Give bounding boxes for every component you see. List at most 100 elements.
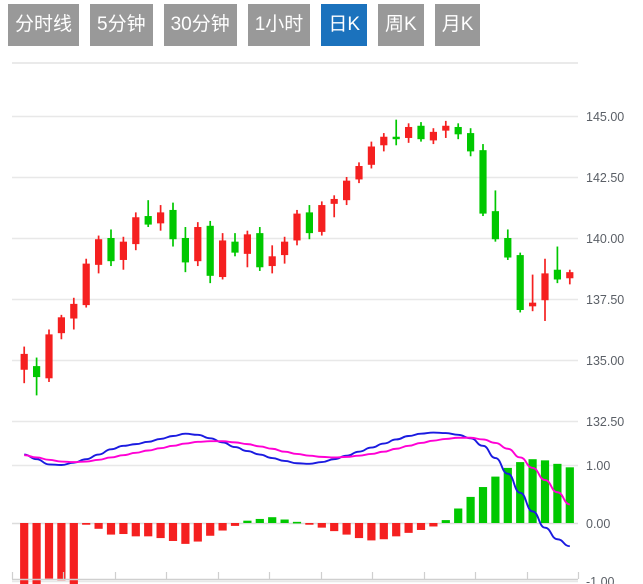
candle-body [231,241,239,253]
price-axis-label: 137.50 [586,293,624,307]
macd-hist-bar [230,523,240,526]
macd-hist-bar [305,523,314,525]
tabbar-gap [310,25,321,26]
candle-body [529,302,537,307]
price-axis-label: 135.00 [586,354,624,368]
tab-1hour[interactable]: 1小时 [247,4,311,46]
macd-hist-bar [156,523,165,539]
price-axis-label: 145.00 [586,110,624,124]
candle-body [491,211,499,240]
candle-body [392,136,400,140]
macd-hist-bar [206,523,215,536]
price-axis-label: 140.00 [586,232,624,246]
tab-weekk[interactable]: 周K [378,4,424,46]
candle-body [343,180,351,201]
macd-hist-bar [57,523,66,581]
candle-body [454,126,462,135]
macd-hist-bar [330,523,339,532]
macd-hist-bar [454,508,463,523]
candle-body [417,125,425,140]
tab-timeline[interactable]: 分时线 [8,4,80,46]
macd-hist-bar [367,523,376,541]
candle-body [380,136,388,146]
macd-hist-bar [131,523,140,537]
candle-body [57,317,65,334]
candle-body [442,125,450,131]
candle-body [467,133,475,152]
candle-body [516,255,524,310]
macd-hist-bar [478,487,488,523]
tab-monthk[interactable]: 月K [434,4,481,46]
macd-hist-bar [379,523,388,540]
tabbar-leading-spacer [0,25,8,26]
macd-hist-bar [193,523,202,542]
candle-body [429,131,437,141]
candle-body [107,238,115,262]
macd-hist-bar [106,523,116,535]
tabbar-gap [367,25,378,26]
candle-body [206,225,214,276]
macd-hist-bar [317,523,326,528]
macd-hist-bar [292,521,302,524]
tab-30min[interactable]: 30分钟 [163,4,237,46]
candle-body [194,227,202,262]
price-axis-label: 132.50 [586,415,624,429]
candle-body [82,263,90,306]
macd-hist-bar [528,459,537,523]
candle-body [45,334,53,379]
period-selector-tabbar: 分时线 5分钟 30分钟 1小时 日K 周K 月K [0,0,643,50]
macd-hist-bar [82,523,91,525]
candle-body [504,238,512,258]
macd-axis-label: -1.00 [586,575,615,584]
candle-body [33,366,41,378]
macd-hist-bar [268,517,277,523]
candle-body [330,198,338,204]
candle-body [132,217,140,245]
macd-hist-bar [218,523,227,531]
tabbar-gap [79,25,90,26]
macd-hist-bar [243,520,252,523]
candle-body [157,212,165,224]
macd-hist-bar [416,523,426,530]
candle-body [281,241,289,256]
macd-hist-bar [280,519,289,523]
candle-body [479,150,487,214]
chart-canvas[interactable]: 145.00 142.50 140.00 137.50 135.00 132.50 1.00… [0,50,643,584]
macd-hist-bar [392,523,401,537]
macd-axis-label: 0.00 [586,517,610,531]
tabbar-gap [237,25,248,26]
macd-line-dea [24,436,571,506]
macd-hist-bar [540,460,550,523]
macd-hist-bar [441,520,450,523]
candle-body [293,213,301,241]
candle-body [553,269,561,280]
macd-hist-bar [69,523,78,584]
candle-body [541,273,549,301]
candle-body [119,241,127,260]
candle-body [318,205,326,232]
candle-body [243,234,251,254]
price-axis-label: 142.50 [586,171,624,185]
candle-body [367,146,375,165]
macd-histogram [20,459,574,584]
macd-line-dif [24,431,570,548]
macd-hist-bar [255,518,264,523]
macd-hist-bar [466,496,475,523]
macd-hist-bar [429,523,438,527]
tabbar-gap [153,25,164,26]
macd-hist-bar [565,467,574,523]
macd-axis-label: 1.00 [586,459,610,473]
candle-body [181,238,189,263]
tab-dayk[interactable]: 日K [321,4,367,46]
tab-5min[interactable]: 5分钟 [90,4,153,46]
candle-body [144,216,152,225]
candle-body [355,166,363,180]
candle-body [256,233,264,268]
macd-hist-bar [342,523,351,535]
candle-body [268,256,276,267]
macd-hist-bar [144,523,153,537]
macd-hist-bar [94,523,103,529]
macd-hist-bar [354,523,364,539]
kline-macd-svg: 145.00 142.50 140.00 137.50 135.00 132.50 1.00… [11,62,624,584]
